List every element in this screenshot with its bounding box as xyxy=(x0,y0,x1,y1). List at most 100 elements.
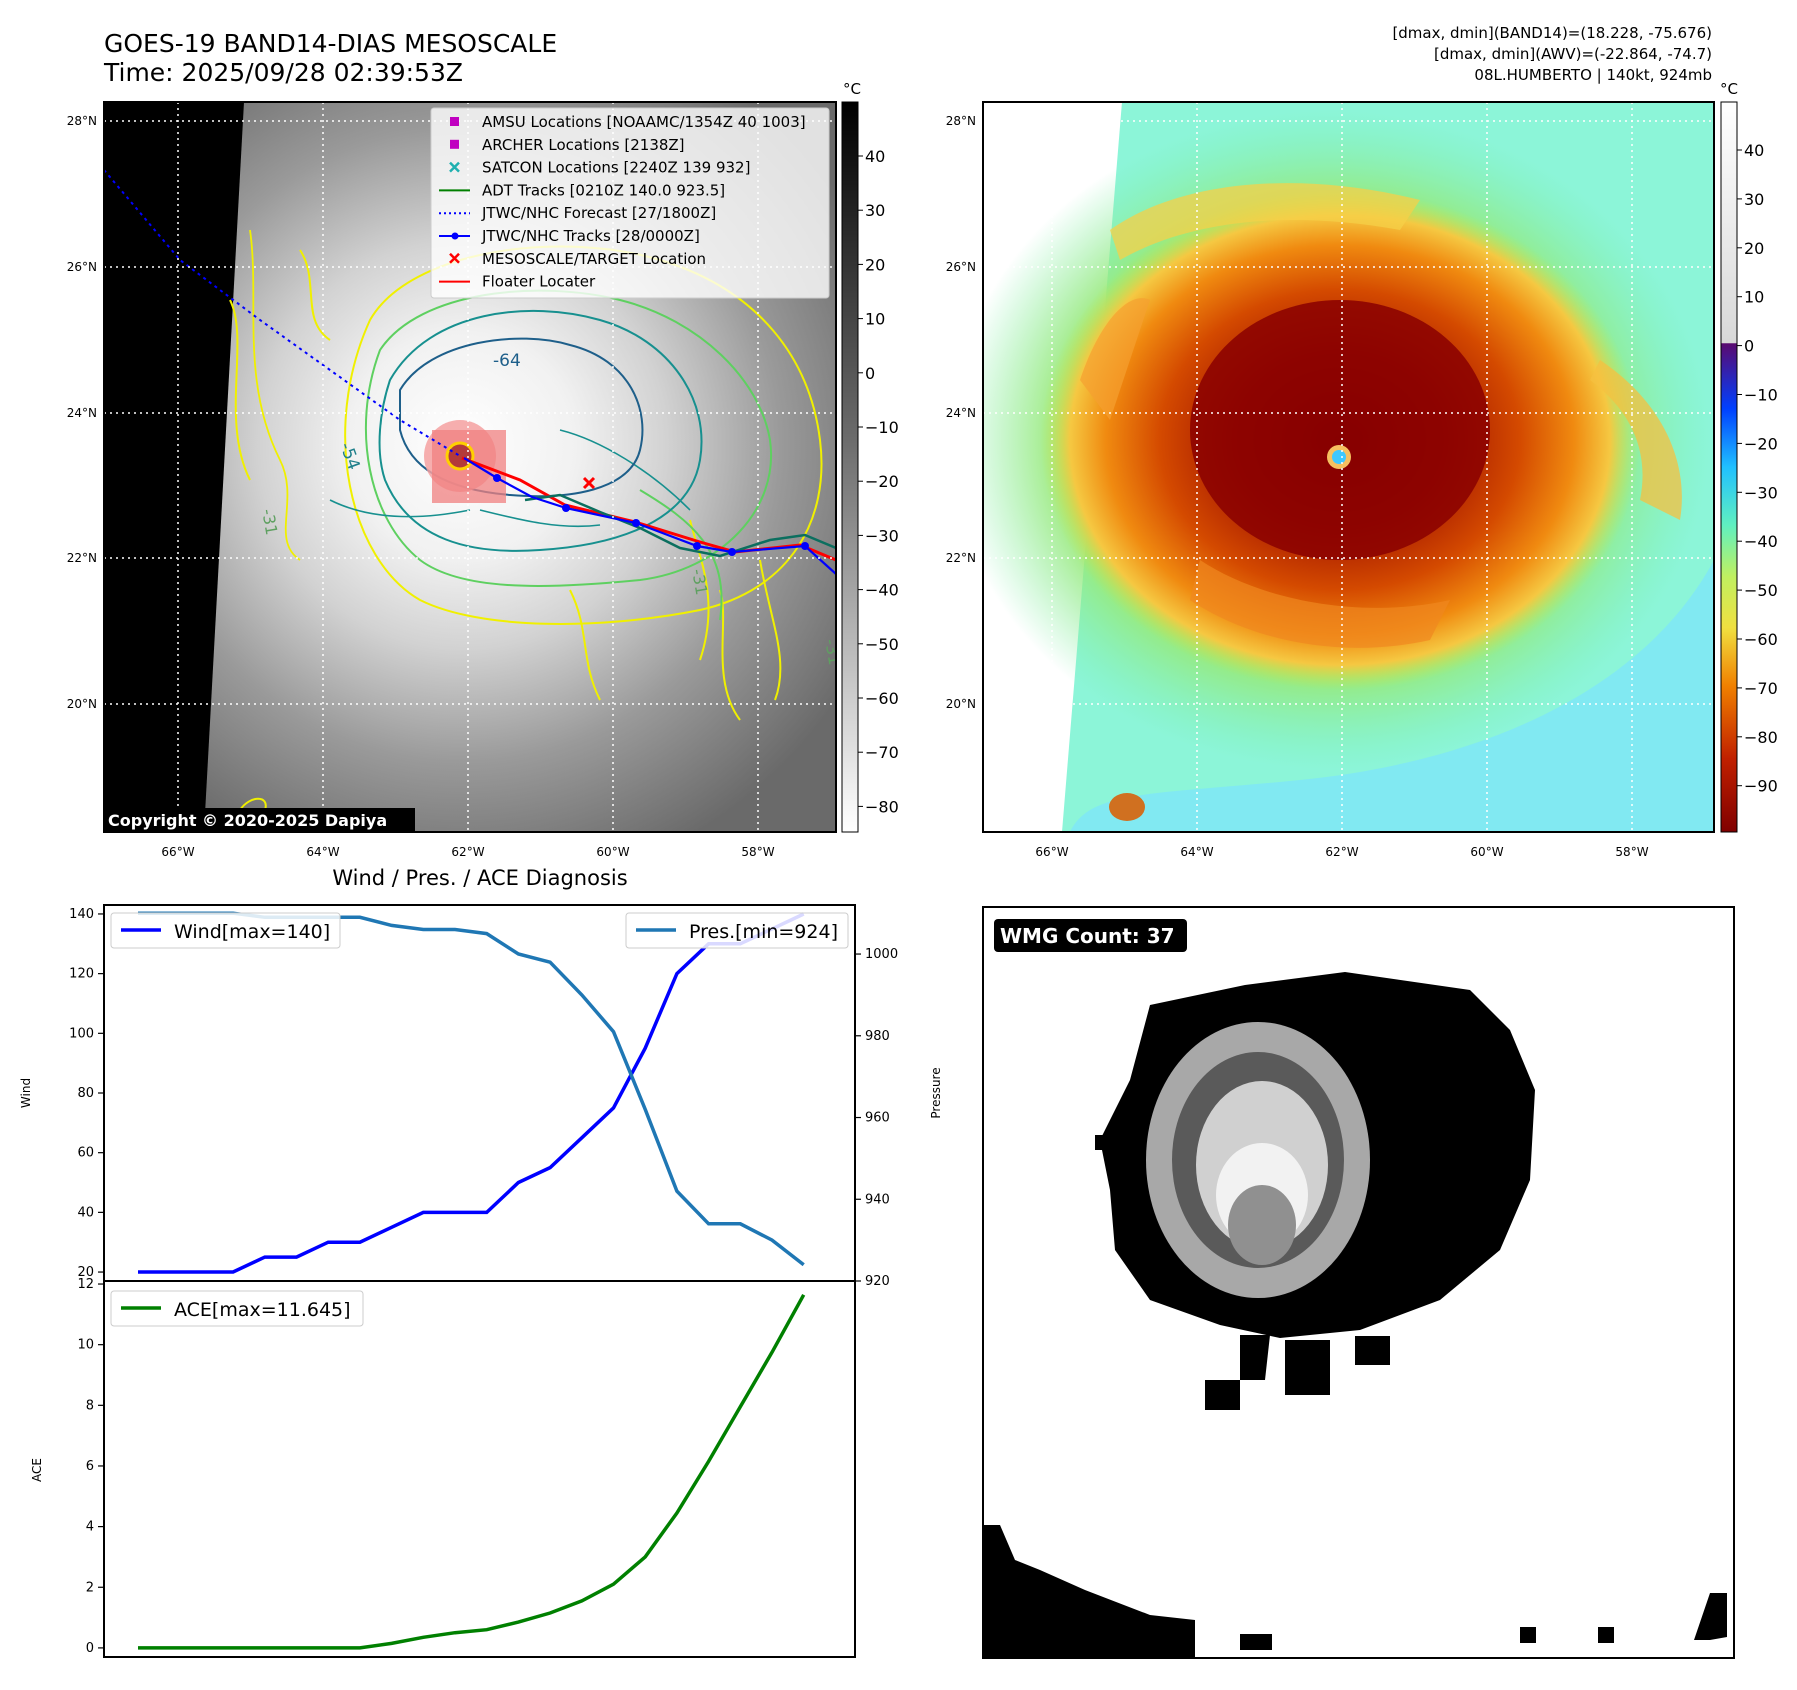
pressure-legend-label: Pres.[min=924] xyxy=(689,921,838,943)
map-gridlines-right xyxy=(983,102,1714,832)
wind-pressure-chart: 20 40 60 80 100 120 140 920 940 960 980 1000 Wind P… xyxy=(19,904,943,1289)
lon-label: 64°W xyxy=(306,845,339,859)
lat-label: 22°N xyxy=(946,551,976,565)
legend-entry: JTWC/NHC Forecast [27/1800Z] xyxy=(439,204,716,222)
colorbar-tick-label: −80 xyxy=(865,797,899,816)
main-title: GOES-19 BAND14-DIAS MESOSCALE xyxy=(104,29,557,58)
colorbar-tick-label: 20 xyxy=(1744,239,1764,258)
axis-tick-label: 12 xyxy=(77,1277,94,1292)
axis-tick-label: 140 xyxy=(69,907,94,922)
colorbar-tick-label: 0 xyxy=(1744,337,1754,356)
colorbar-tick-label: −60 xyxy=(1744,630,1778,649)
wind-series-line xyxy=(138,912,805,1274)
legend-entry: ADT Tracks [0210Z 140.0 923.5] xyxy=(439,181,725,199)
axis-tick-label: 60 xyxy=(77,1146,94,1161)
colorbar-tick-label: 40 xyxy=(865,147,885,166)
axis-tick-label: 20 xyxy=(77,1265,94,1280)
colorbar-tick-label: 30 xyxy=(865,201,885,220)
copyright-box: Copyright © 2020-2025 Dapiya xyxy=(104,808,415,832)
colorbar-tick-label: −10 xyxy=(1744,386,1778,405)
colorbar-tick-label: −70 xyxy=(1744,679,1778,698)
legend-marker xyxy=(449,252,460,264)
storm-info: 08L.HUMBERTO | 140kt, 924mb xyxy=(1474,66,1712,84)
colorbar-tick-label: 0 xyxy=(865,364,875,383)
colorbar-tick-label: 10 xyxy=(865,310,885,329)
band14-range: [dmax, dmin](BAND14)=(18.228, -75.676) xyxy=(1392,24,1712,42)
wmg-count-label: WMG Count: 37 xyxy=(1000,924,1175,948)
colorbar-tick-label: −20 xyxy=(865,472,899,491)
lon-label: 66°W xyxy=(161,845,194,859)
colorbar-tick-label: −30 xyxy=(865,526,899,545)
lat-label: 24°N xyxy=(946,406,976,420)
lat-label: 24°N xyxy=(67,406,97,420)
colorbar-tick-label: −50 xyxy=(1744,581,1778,600)
contour-label-31c: -31 xyxy=(821,637,844,666)
colorbar-tick-label: −90 xyxy=(1744,777,1778,796)
legend-label: ADT Tracks [0210Z 140.0 923.5] xyxy=(482,181,725,199)
lat-label: 22°N xyxy=(67,551,97,565)
colorbar-tick-label: −80 xyxy=(1744,728,1778,747)
legend-label: Floater Locater xyxy=(482,273,596,291)
ace-legend-label: ACE[max=11.645] xyxy=(174,1299,351,1321)
legend-label: JTWC/NHC Tracks [28/0000Z] xyxy=(481,227,700,245)
eye-marker xyxy=(445,441,475,471)
colorbar-tick-label: −30 xyxy=(1744,483,1778,502)
colorbar-tick-label: 20 xyxy=(865,255,885,274)
ir-map-panel: -64 -54 -31 -31 -31 Copyright © 2020-202… xyxy=(103,101,844,833)
awv-range: [dmax, dmin](AWV)=(-22.864, -74.7) xyxy=(1434,45,1712,63)
colorbar-tick-label: 30 xyxy=(1744,190,1764,209)
time-stamp: Time: 2025/09/28 02:39:53Z xyxy=(103,58,463,87)
legend-marker xyxy=(450,139,459,149)
ace-chart: 0 2 4 6 8 10 12 ACE ACE[max=11.645] xyxy=(30,1277,856,1658)
legend-label: JTWC/NHC Forecast [27/1800Z] xyxy=(481,204,716,222)
legend-label: AMSU Locations [NOAAMC/1354Z 40 1003] xyxy=(482,113,806,131)
colorbar-tick-label: 10 xyxy=(1744,288,1764,307)
ace-axis-label: ACE xyxy=(30,1458,44,1482)
axis-tick-label: 940 xyxy=(865,1192,890,1207)
axis-tick-label: 120 xyxy=(69,967,94,982)
axis-tick-label: 80 xyxy=(77,1086,94,1101)
copyright-text: Copyright © 2020-2025 Dapiya xyxy=(108,811,387,830)
axis-tick-label: 920 xyxy=(865,1274,890,1289)
contour-label-31b: -31 xyxy=(258,507,281,536)
ir-colorbar: °C 40 30 20 10 0 −10 −20 −30 −40 −50 −60 −70 −80 xyxy=(841,80,899,833)
ace-legend: ACE[max=11.645] xyxy=(110,1290,364,1327)
wind-legend: Wind[max=140] xyxy=(110,912,341,949)
colorbar-tick-label: 40 xyxy=(1744,141,1764,160)
axis-tick-label: 100 xyxy=(69,1026,94,1041)
colorbar-tick-label: −40 xyxy=(1744,532,1778,551)
legend-label: SATCON Locations [2240Z 139 932] xyxy=(482,159,750,177)
wind-axis-label: Wind xyxy=(19,1078,33,1108)
legend-entry: Floater Locater xyxy=(439,273,596,291)
wind-legend-label: Wind[max=140] xyxy=(174,921,330,943)
contour-label-64: -64 xyxy=(493,351,521,371)
forecast-track xyxy=(104,169,461,457)
axis-tick-label: 10 xyxy=(77,1338,94,1353)
axis-tick-label: 1000 xyxy=(865,947,898,962)
colorbar-tick-label: −60 xyxy=(865,689,899,708)
ace-series-line xyxy=(138,1293,806,1650)
jtwc-track xyxy=(463,457,836,575)
legend-entry: SATCON Locations [2240Z 139 932] xyxy=(449,159,750,177)
floater-track xyxy=(461,456,836,562)
wmg-image xyxy=(983,972,1727,1658)
axis-tick-label: 0 xyxy=(86,1641,94,1656)
enhanced-colorbar-unit: °C xyxy=(1720,80,1738,98)
ir-colorbar-unit: °C xyxy=(843,80,861,98)
axis-tick-label: 40 xyxy=(77,1205,94,1220)
colorbar-tick-label: −20 xyxy=(1744,434,1778,453)
contour-label-31a: -31 xyxy=(688,567,711,596)
lon-label: 58°W xyxy=(1615,845,1648,859)
colorbar-tick-label: −40 xyxy=(865,581,899,600)
legend-marker xyxy=(450,117,459,126)
lon-label: 66°W xyxy=(1035,845,1068,859)
axis-tick-label: 6 xyxy=(86,1459,94,1474)
lon-label: 58°W xyxy=(741,845,774,859)
lon-label: 60°W xyxy=(1470,845,1503,859)
pressure-axis-label: Pressure xyxy=(929,1067,943,1118)
colorbar-tick-label: −10 xyxy=(865,418,899,437)
pressure-legend: Pres.[min=924] xyxy=(625,912,849,949)
axis-tick-label: 8 xyxy=(86,1398,94,1413)
lon-label: 62°W xyxy=(451,845,484,859)
